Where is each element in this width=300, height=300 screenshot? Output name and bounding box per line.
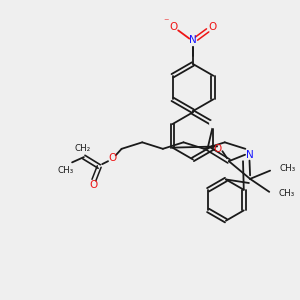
- Text: O: O: [90, 180, 98, 190]
- Text: CH₂: CH₂: [74, 144, 91, 153]
- Text: CH₃: CH₃: [280, 164, 296, 173]
- Text: O: O: [169, 22, 178, 32]
- Text: O: O: [109, 153, 117, 163]
- Circle shape: [210, 121, 217, 128]
- Text: CH₃: CH₃: [58, 166, 74, 175]
- Text: CH₃: CH₃: [279, 189, 295, 198]
- Text: O: O: [214, 144, 222, 154]
- Text: N: N: [246, 150, 254, 160]
- Text: ⁻: ⁻: [164, 18, 169, 28]
- Text: N: N: [189, 35, 197, 45]
- Text: O: O: [208, 22, 217, 32]
